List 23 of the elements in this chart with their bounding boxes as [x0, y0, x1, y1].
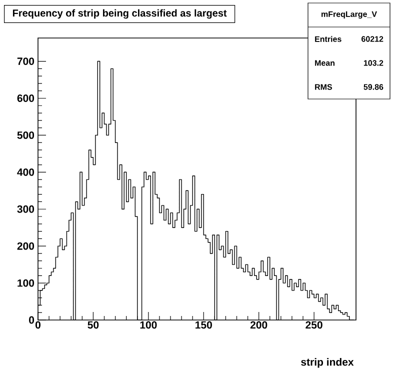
y-tick-label: 700	[17, 58, 34, 65]
y-tick-label: 400	[17, 168, 34, 176]
chart-title: Frequency of strip being classified as largest	[12, 9, 227, 19]
x-tick-label: 0	[35, 321, 40, 329]
text: 60212	[362, 36, 384, 42]
x-tick-label: 150	[196, 321, 212, 329]
x-tick-label: 200	[250, 321, 268, 329]
y-tick-label: 500	[17, 131, 34, 139]
x-tick-label: 250	[306, 321, 322, 329]
x-tick-label: 100	[140, 321, 157, 329]
y-tick-label: 600	[17, 94, 34, 102]
text: mFreqLarge_V	[322, 11, 377, 19]
y-tick-label: 100	[18, 279, 34, 287]
text: 59.86	[364, 84, 384, 90]
annotation: Mean	[315, 60, 334, 66]
y-tick-label: 200	[17, 242, 34, 250]
y-tick-label: 300	[17, 205, 34, 213]
annotation: Entries	[315, 36, 342, 42]
y-tick-label: 0	[29, 316, 34, 324]
x-tick-label: 50	[88, 321, 99, 329]
x-axis-title: strip index	[301, 358, 354, 368]
text: 103.2	[364, 60, 384, 66]
annotation: RMS	[315, 84, 332, 90]
